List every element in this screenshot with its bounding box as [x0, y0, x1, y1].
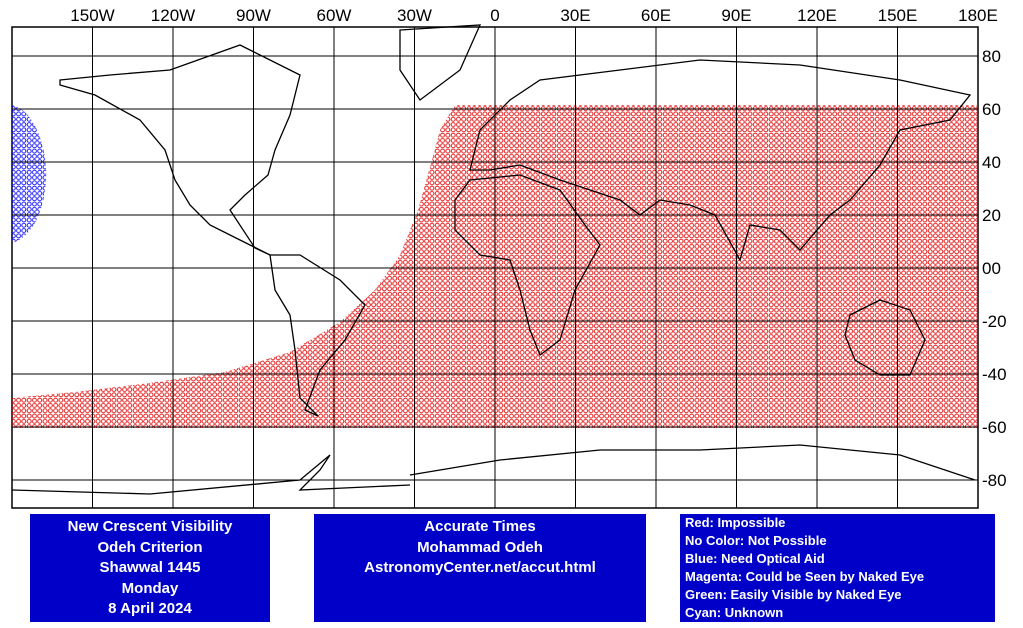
- latitude-label: 00: [982, 259, 1001, 278]
- longitude-label: 120E: [797, 6, 837, 25]
- info-line: 8 April 2024: [108, 600, 192, 617]
- longitude-label: 60E: [641, 6, 671, 25]
- longitude-label: 30W: [397, 6, 432, 25]
- coastlines: [11, 24, 976, 495]
- australia: [844, 299, 926, 376]
- credits-box: Accurate Times Mohammad Odeh AstronomyCent…: [314, 514, 646, 622]
- optical-aid-zone: [12, 105, 47, 243]
- africa: [454, 174, 601, 357]
- longitude-label: 150W: [70, 6, 114, 25]
- legend-line: Magenta: Could be Seen by Naked Eye: [685, 569, 925, 584]
- longitude-label: 180E: [958, 6, 998, 25]
- credits-line: Mohammad Odeh: [417, 538, 543, 556]
- legend-line: Cyan: Unknown: [685, 605, 784, 620]
- north-america: [59, 44, 301, 256]
- longitude-label: 150E: [878, 6, 918, 25]
- eurasia: [469, 59, 972, 262]
- longitude-label: 0: [490, 6, 499, 25]
- south-america: [269, 254, 366, 417]
- legend-line: Red: Impossible: [685, 515, 786, 530]
- info-box: New Crescent Visibility Odeh Criterion Sha…: [30, 514, 270, 622]
- latitude-label: -20: [982, 312, 1007, 331]
- longitude-label: 90E: [721, 6, 751, 25]
- greenland: [399, 24, 482, 101]
- credits-line: AstronomyCenter.net/accut.html: [364, 559, 596, 576]
- latitude-label: -80: [982, 471, 1007, 490]
- latitude-label: 20: [982, 206, 1001, 225]
- longitude-label: 90W: [236, 6, 271, 25]
- legend-line: No Color: Not Possible: [685, 533, 827, 548]
- legend-line: Green: Easily Visible by Naked Eye: [685, 587, 902, 602]
- info-line: Shawwal 1445: [99, 559, 201, 576]
- credits-line: Accurate Times: [424, 518, 536, 535]
- info-line: Odeh Criterion: [97, 538, 203, 556]
- latitude-label: 40: [982, 153, 1001, 172]
- longitude-label: 30E: [560, 6, 590, 25]
- antarctica-peninsula: [11, 454, 411, 495]
- info-line: Monday: [121, 579, 179, 597]
- antarctica: [409, 444, 976, 481]
- latitude-label: 60: [982, 100, 1001, 119]
- latitude-label: -60: [982, 418, 1007, 437]
- latitude-label: 80: [982, 47, 1001, 66]
- longitude-label: 60W: [317, 6, 352, 25]
- legend-line: Blue: Need Optical Aid: [685, 551, 825, 566]
- longitude-label: 120W: [151, 6, 195, 25]
- graticule: [12, 27, 978, 508]
- legend-box: Red: Impossible No Color: Not Possible Blu…: [680, 514, 995, 622]
- info-line: New Crescent Visibility: [67, 518, 233, 535]
- latitude-label: -40: [982, 365, 1007, 384]
